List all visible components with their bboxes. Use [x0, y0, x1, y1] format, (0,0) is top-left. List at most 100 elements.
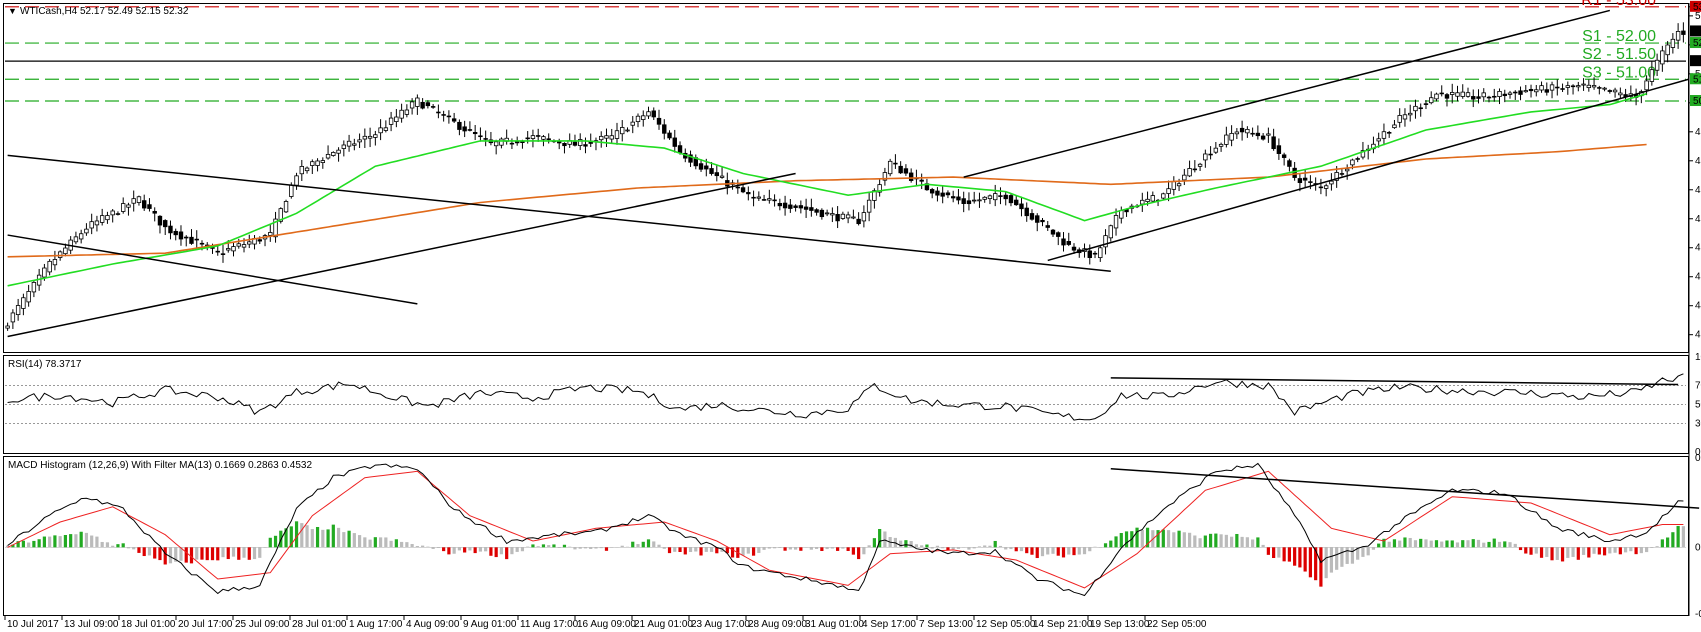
- rsi-tick-label: 30: [1695, 419, 1701, 430]
- price-axis-badge: [1690, 73, 1701, 85]
- candle-body: [956, 196, 961, 201]
- macd-histogram-bar: [594, 547, 598, 549]
- level-label-1: S1 - 52.00: [1582, 28, 1656, 45]
- price-axis-badge-label: 52.32: [1693, 26, 1701, 37]
- macd-histogram-bar: [468, 547, 472, 551]
- price-axis-badge: [1690, 0, 1701, 12]
- rsi-plot: [5, 373, 1686, 424]
- candle-body: [1465, 92, 1471, 97]
- rsi-tick-label: 0: [1695, 447, 1701, 458]
- macd-histogram-bar: [237, 547, 241, 560]
- price-tick-label: 44.75: [1695, 301, 1701, 312]
- macd-histogram-bar: [788, 547, 792, 550]
- macd-histogram-bar: [762, 547, 766, 550]
- macd-histogram-bar: [1072, 547, 1076, 556]
- macd-histogram-bar: [1645, 547, 1649, 553]
- trendline: [7, 234, 418, 305]
- macd-histogram-bar: [1103, 543, 1108, 548]
- candle-body: [215, 250, 220, 253]
- macd-histogram-bar: [252, 547, 257, 560]
- macd-histogram-bar: [1240, 536, 1244, 548]
- macd-histogram-bar: [179, 547, 183, 561]
- macd-histogram-bar: [132, 547, 136, 550]
- candle-body: [845, 214, 851, 219]
- macd-histogram-bar: [174, 547, 178, 562]
- candle-body: [1649, 69, 1655, 82]
- x-tick-label: 23 Aug 17:00: [691, 619, 750, 630]
- macd-histogram-bar: [158, 547, 162, 561]
- macd-histogram-bar: [1251, 539, 1255, 548]
- candle-body: [1607, 90, 1613, 92]
- macd-histogram-bar: [142, 547, 146, 557]
- macd-histogram-bar: [1681, 526, 1685, 548]
- macd-histogram-bar: [510, 547, 514, 555]
- x-tick-label: 7 Sep 13:00: [919, 619, 973, 630]
- candle-body: [78, 233, 84, 240]
- candle-body: [1329, 180, 1334, 185]
- candle-body: [362, 135, 368, 140]
- macd-histogram-bar: [1545, 547, 1549, 557]
- candle-body: [178, 231, 184, 240]
- candle-body: [530, 135, 536, 139]
- macd-histogram-bar: [1518, 547, 1523, 551]
- macd-histogram-bar: [1497, 541, 1502, 548]
- candle-body: [1245, 129, 1250, 134]
- macd-histogram-bar: [442, 547, 446, 552]
- candle-body: [1381, 131, 1387, 139]
- macd-histogram-bar: [951, 547, 955, 550]
- candle-body: [1213, 147, 1219, 153]
- macd-histogram-bar: [405, 542, 409, 548]
- candle-body: [472, 132, 478, 135]
- macd-histogram-bar: [620, 545, 624, 548]
- candle-body: [1360, 150, 1366, 158]
- candle-body: [1239, 127, 1245, 133]
- candle-body: [1061, 238, 1066, 246]
- macd-histogram-bar: [1639, 547, 1643, 554]
- price-tick-label: 47.15: [1695, 214, 1701, 225]
- macd-histogram-bar: [899, 540, 903, 548]
- candle-body: [1654, 59, 1660, 71]
- macd-histogram-bar: [1145, 527, 1150, 548]
- macd-histogram-bar: [1282, 547, 1286, 562]
- macd-histogram-bar: [247, 547, 251, 560]
- macd-histogram-bar: [168, 547, 173, 564]
- candle-body: [1397, 115, 1402, 123]
- candle-body: [1218, 143, 1224, 147]
- x-tick-label: 28 Aug 09:00: [748, 619, 807, 630]
- macd-histogram-bar: [1335, 547, 1339, 570]
- macd-histogram-bar: [962, 547, 966, 548]
- candle-body: [698, 163, 704, 170]
- macd-histogram-bar: [410, 544, 414, 548]
- candle-body: [278, 208, 283, 222]
- macd-histogram-bar: [1471, 539, 1475, 548]
- candle-body: [1408, 112, 1413, 116]
- macd-histogram-bar: [315, 526, 320, 548]
- candle-body: [583, 144, 588, 147]
- macd-histogram-bar: [1314, 547, 1318, 581]
- x-tick-label: 22 Sep 05:00: [1147, 619, 1207, 630]
- macd-histogram-bar: [289, 526, 293, 548]
- candle-body: [1171, 181, 1177, 190]
- macd-histogram-bar: [1597, 547, 1601, 555]
- macd-histogram-bar: [1245, 537, 1249, 548]
- candle-body: [1523, 90, 1528, 93]
- macd-histogram-bar: [657, 544, 661, 548]
- trendline: [1047, 78, 1689, 262]
- macd-histogram-bar: [389, 540, 393, 548]
- macd-histogram-bar: [121, 543, 125, 548]
- macd-histogram-bar: [531, 544, 535, 548]
- candle-body: [1166, 188, 1171, 194]
- macd-histogram-bar: [615, 547, 619, 548]
- candle-body: [1292, 167, 1297, 178]
- macd-histogram-bar: [48, 536, 52, 548]
- candle-body: [614, 130, 620, 139]
- candle-body: [908, 172, 914, 181]
- price-axis-badge: [1690, 95, 1701, 107]
- macd-histogram-bar: [32, 540, 36, 548]
- candle-body: [541, 136, 546, 140]
- macd-histogram-bar: [757, 547, 761, 553]
- macd-histogram-bar: [536, 546, 540, 548]
- macd-histogram-bar: [342, 532, 346, 548]
- macd-histogram-bar: [1166, 530, 1171, 548]
- candle-body: [1150, 195, 1156, 202]
